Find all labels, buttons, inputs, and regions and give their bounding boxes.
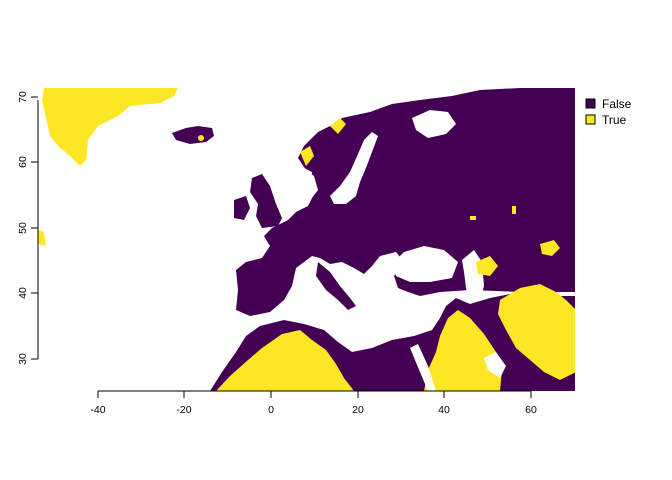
black-sea [392,246,458,282]
sahara-region [216,330,354,391]
x-tick-label: -20 [176,404,191,416]
x-tick-label: 20 [352,404,364,416]
iran-region [498,284,575,380]
persian-gulf [484,352,506,378]
red-sea [410,344,436,391]
y-tick-label: 40 [17,287,29,299]
norway-patch-2 [300,146,314,166]
arabia-region [424,310,502,391]
raster-map [38,88,575,391]
legend-label-true: True [602,113,627,127]
kazakh-patch [476,256,498,276]
y-tick-label: 30 [17,353,29,365]
baltic-sea [330,132,378,204]
x-tick-label: 0 [268,404,274,416]
eurasia-landmass [236,88,575,316]
central-asia-patch [540,240,560,256]
iceland-region [172,126,214,144]
norway-patch [330,118,346,134]
ireland [234,196,250,220]
mediterranean-sea [250,276,432,346]
greenland-tip [38,229,46,246]
y-tick-labels: 30 40 50 60 70 [17,91,29,365]
legend-swatch-false [585,98,596,109]
legend-label-false: False [602,97,632,111]
legend: False True [585,97,632,127]
legend-swatch-true [585,114,596,125]
british-isles [250,174,282,228]
y-tick-label: 60 [17,156,29,168]
y-tick-label: 70 [17,91,29,103]
x-tick-labels: -40 -20 0 20 40 60 [90,404,537,416]
north-sea [282,166,312,198]
greenland-region [42,88,178,166]
x-tick-label: -40 [90,404,105,416]
italy-peninsula [316,262,356,310]
white-sea [412,110,456,138]
x-tick-label: 40 [438,404,450,416]
axes [31,96,532,398]
y-tick-label: 50 [17,222,29,234]
x-tick-label: 60 [525,404,537,416]
